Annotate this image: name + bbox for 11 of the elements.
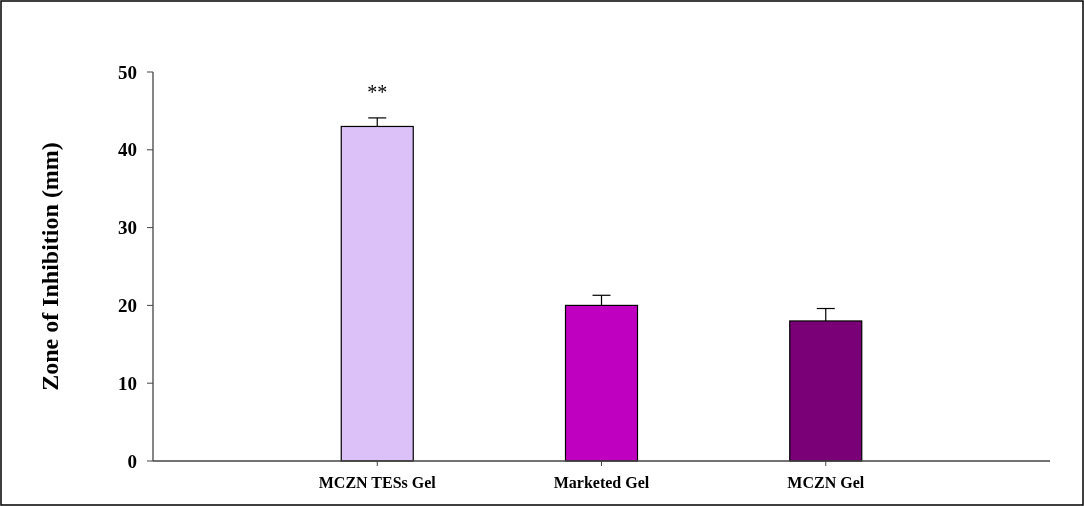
y-tick-label: 40	[118, 139, 137, 161]
y-tick-label: 20	[118, 295, 137, 317]
y-tick-label: 10	[118, 372, 137, 394]
x-tick-label: Marketed Gel	[553, 474, 650, 491]
y-tick-label: 50	[118, 61, 137, 83]
x-tick-label: MCZN TESs Gel	[318, 474, 437, 491]
x-tick-label: MCZN Gel	[787, 474, 865, 491]
annotation: **	[367, 80, 388, 103]
y-axis-title: Zone of Inhibition (mm)	[37, 142, 63, 391]
y-tick-label: 0	[127, 450, 137, 472]
y-tick-label: 30	[118, 217, 137, 239]
